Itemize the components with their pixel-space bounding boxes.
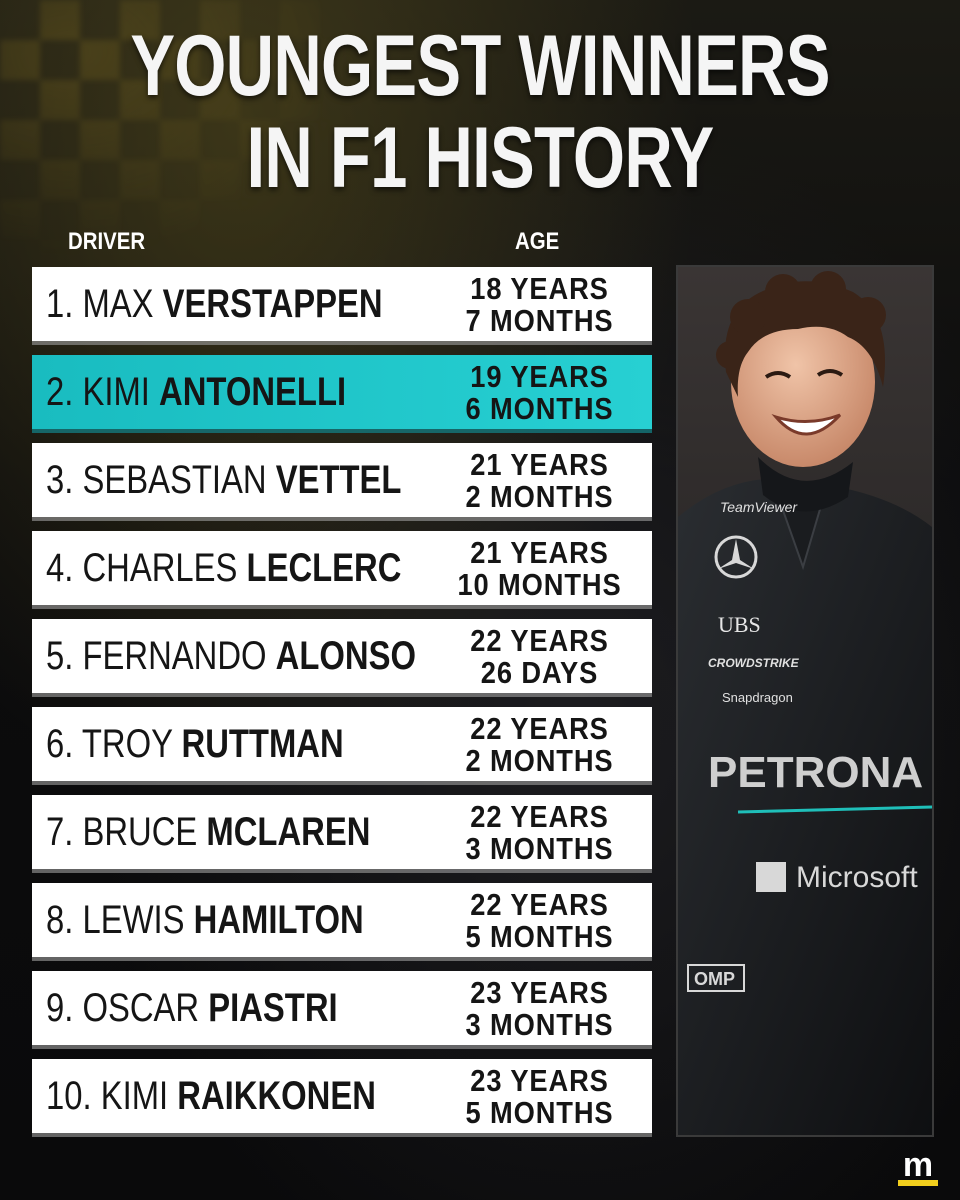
sponsor-microsoft: Microsoft — [796, 861, 918, 894]
table-row: 4. CHARLES LECLERC 21 YEARS 10 MONTHS — [32, 531, 652, 605]
driver-age: 22 YEARS 5 MONTHS — [465, 887, 614, 954]
page-title-line1: YOUNGEST WINNERS — [130, 18, 830, 114]
driver-age: 21 YEARS 10 MONTHS — [457, 535, 622, 602]
driver-name: 10. KIMI RAIKKONEN — [46, 1074, 376, 1118]
driver-age: 22 YEARS 2 MONTHS — [465, 711, 614, 778]
driver-name: 2. KIMI ANTONELLI — [46, 370, 347, 414]
driver-photo: TeamViewer UBS CROWDSTRIKE Snapdragon PE… — [676, 265, 934, 1137]
sponsor-omp: OMP — [694, 969, 735, 989]
driver-age: 22 YEARS 3 MONTHS — [465, 799, 614, 866]
driver-name: 3. SEBASTIAN VETTEL — [46, 458, 402, 502]
sponsor-petronas: PETRONA — [708, 748, 923, 797]
table-row: 8. LEWIS HAMILTON 22 YEARS 5 MONTHS — [32, 883, 652, 957]
table-row: 7. BRUCE MCLAREN 22 YEARS 3 MONTHS — [32, 795, 652, 869]
driver-name: 9. OSCAR PIASTRI — [46, 986, 338, 1030]
sponsor-crowdstrike: CROWDSTRIKE — [708, 656, 800, 670]
column-header-driver: DRIVER — [68, 228, 146, 255]
driver-name: 6. TROY RUTTMAN — [46, 722, 344, 766]
driver-age: 23 YEARS 3 MONTHS — [465, 975, 614, 1042]
table-row: 6. TROY RUTTMAN 22 YEARS 2 MONTHS — [32, 707, 652, 781]
table-row: 5. FERNANDO ALONSO 22 YEARS 26 DAYS — [32, 619, 652, 693]
table-row: 9. OSCAR PIASTRI 23 YEARS 3 MONTHS — [32, 971, 652, 1045]
driver-name: 8. LEWIS HAMILTON — [46, 898, 364, 942]
checkered-flag-backdrop — [0, 0, 360, 260]
brand-logo-letter: m — [903, 1146, 933, 1184]
sponsor-ubs: UBS — [718, 612, 761, 637]
column-header-age: AGE — [515, 228, 560, 255]
driver-age: 19 YEARS 6 MONTHS — [465, 359, 614, 426]
driver-illustration: TeamViewer UBS CROWDSTRIKE Snapdragon PE… — [678, 267, 932, 1135]
driver-age: 21 YEARS 2 MONTHS — [465, 447, 614, 514]
mercedes-star-icon — [714, 535, 758, 579]
sponsor-snapdragon: Snapdragon — [722, 690, 793, 705]
table-row: 10. KIMI RAIKKONEN 23 YEARS 5 MONTHS — [32, 1059, 652, 1133]
brand-logo-icon: m — [898, 1146, 938, 1186]
table-row: 1. MAX VERSTAPPEN 18 YEARS 7 MONTHS — [32, 267, 652, 341]
driver-age: 18 YEARS 7 MONTHS — [465, 271, 614, 338]
table-row-highlighted: 2. KIMI ANTONELLI 19 YEARS 6 MONTHS — [32, 355, 652, 429]
driver-name: 5. FERNANDO ALONSO — [46, 634, 416, 678]
driver-age: 22 YEARS 26 DAYS — [470, 623, 609, 690]
driver-age: 23 YEARS 5 MONTHS — [465, 1063, 614, 1130]
driver-name: 4. CHARLES LECLERC — [46, 546, 402, 590]
sponsor-teamviewer: TeamViewer — [720, 499, 798, 515]
driver-name: 7. BRUCE MCLAREN — [46, 810, 371, 854]
driver-name: 1. MAX VERSTAPPEN — [46, 282, 383, 326]
page-title-line2: IN F1 HISTORY — [246, 110, 715, 206]
table-row: 3. SEBASTIAN VETTEL 21 YEARS 2 MONTHS — [32, 443, 652, 517]
microsoft-logo-icon — [756, 862, 786, 892]
ranking-table: 1. MAX VERSTAPPEN 18 YEARS 7 MONTHS 2. KI… — [32, 267, 652, 1147]
